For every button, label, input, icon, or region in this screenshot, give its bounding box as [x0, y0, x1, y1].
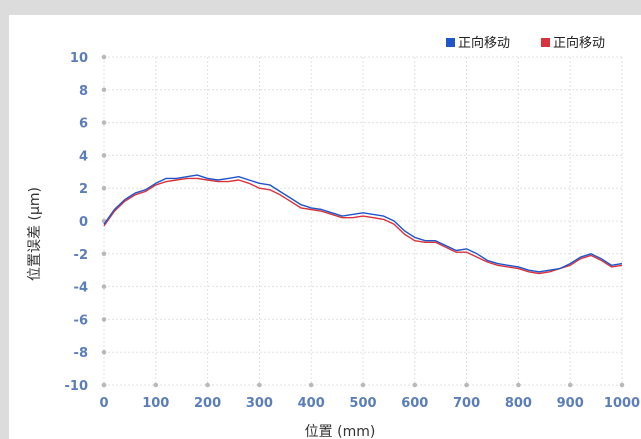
x-tick-dot — [360, 382, 366, 388]
axis-ticks: 10 8 6 4 2 0 -2 -4 -6 -8 -10 0 100 200 300 400 500 600 700… — [65, 51, 641, 411]
y-tick-label: 10 — [70, 51, 88, 66]
legend-label-blue: 正向移动 — [458, 35, 510, 51]
series-lines — [103, 174, 623, 275]
y-tick-label: 8 — [79, 84, 88, 99]
x-tick-dot — [205, 382, 210, 388]
x-tick-label: 0 — [99, 396, 108, 411]
legend-swatch-blue — [446, 38, 455, 47]
y-tick-dot — [101, 87, 107, 93]
legend-swatch-red — [541, 38, 550, 47]
chart-card: 10 8 6 4 2 0 -2 -4 -6 -8 -10 0 100 200 300 400 500 600 700… — [9, 15, 641, 439]
y-tick-label: 2 — [79, 182, 88, 197]
series-line-1 — [103, 177, 623, 275]
y-tick-dot — [101, 284, 107, 289]
y-tick-dot — [101, 317, 107, 322]
x-tick-label: 900 — [557, 396, 584, 411]
y-tick-dot — [101, 251, 107, 257]
y-tick-dot — [101, 349, 107, 355]
x-tick-label: 600 — [401, 396, 428, 411]
x-tick-label: 400 — [298, 396, 325, 411]
x-tick-label: 500 — [349, 396, 376, 411]
x-tick-label: 800 — [505, 396, 532, 411]
x-tick-label: 100 — [142, 396, 169, 411]
x-tick-label: 700 — [453, 396, 480, 411]
grid — [103, 56, 623, 386]
y-tick-label: -4 — [74, 281, 88, 296]
x-tick-dot — [619, 382, 625, 388]
legend-label-red: 正向移动 — [553, 35, 605, 51]
y-tick-dot — [101, 153, 107, 158]
y-tick-label: 0 — [79, 215, 88, 230]
x-tick-dot — [257, 382, 262, 388]
x-tick-dot — [464, 382, 469, 388]
y-tick-dot — [101, 120, 107, 125]
x-tick-dot — [516, 382, 521, 388]
x-tick-label: 300 — [246, 396, 273, 411]
y-tick-label: 4 — [79, 149, 88, 164]
y-tick-label: -10 — [65, 379, 89, 394]
x-tick-dot — [412, 382, 418, 388]
x-tick-dot — [308, 382, 314, 388]
line-chart: 10 8 6 4 2 0 -2 -4 -6 -8 -10 0 100 200 300 400 500 600 700… — [27, 35, 641, 439]
y-tick-label: -8 — [74, 346, 88, 361]
y-tick-dot — [101, 54, 107, 60]
x-tick-dot — [567, 382, 573, 388]
y-tick-dot — [101, 185, 107, 191]
x-tick-dot — [101, 382, 107, 388]
y-tick-label: -2 — [74, 248, 88, 263]
y-tick-label: 6 — [79, 117, 88, 132]
y-tick-label: -6 — [74, 313, 88, 328]
x-tick-dot — [153, 382, 159, 388]
legend: 正向移动 正向移动 — [446, 35, 605, 51]
x-tick-label: 1000 — [604, 396, 640, 411]
x-axis-label: 位置 (mm) — [305, 424, 376, 439]
x-tick-label: 200 — [194, 396, 221, 411]
series-line-0 — [103, 174, 623, 273]
y-axis-label: 位置误差 (μm) — [27, 187, 43, 281]
